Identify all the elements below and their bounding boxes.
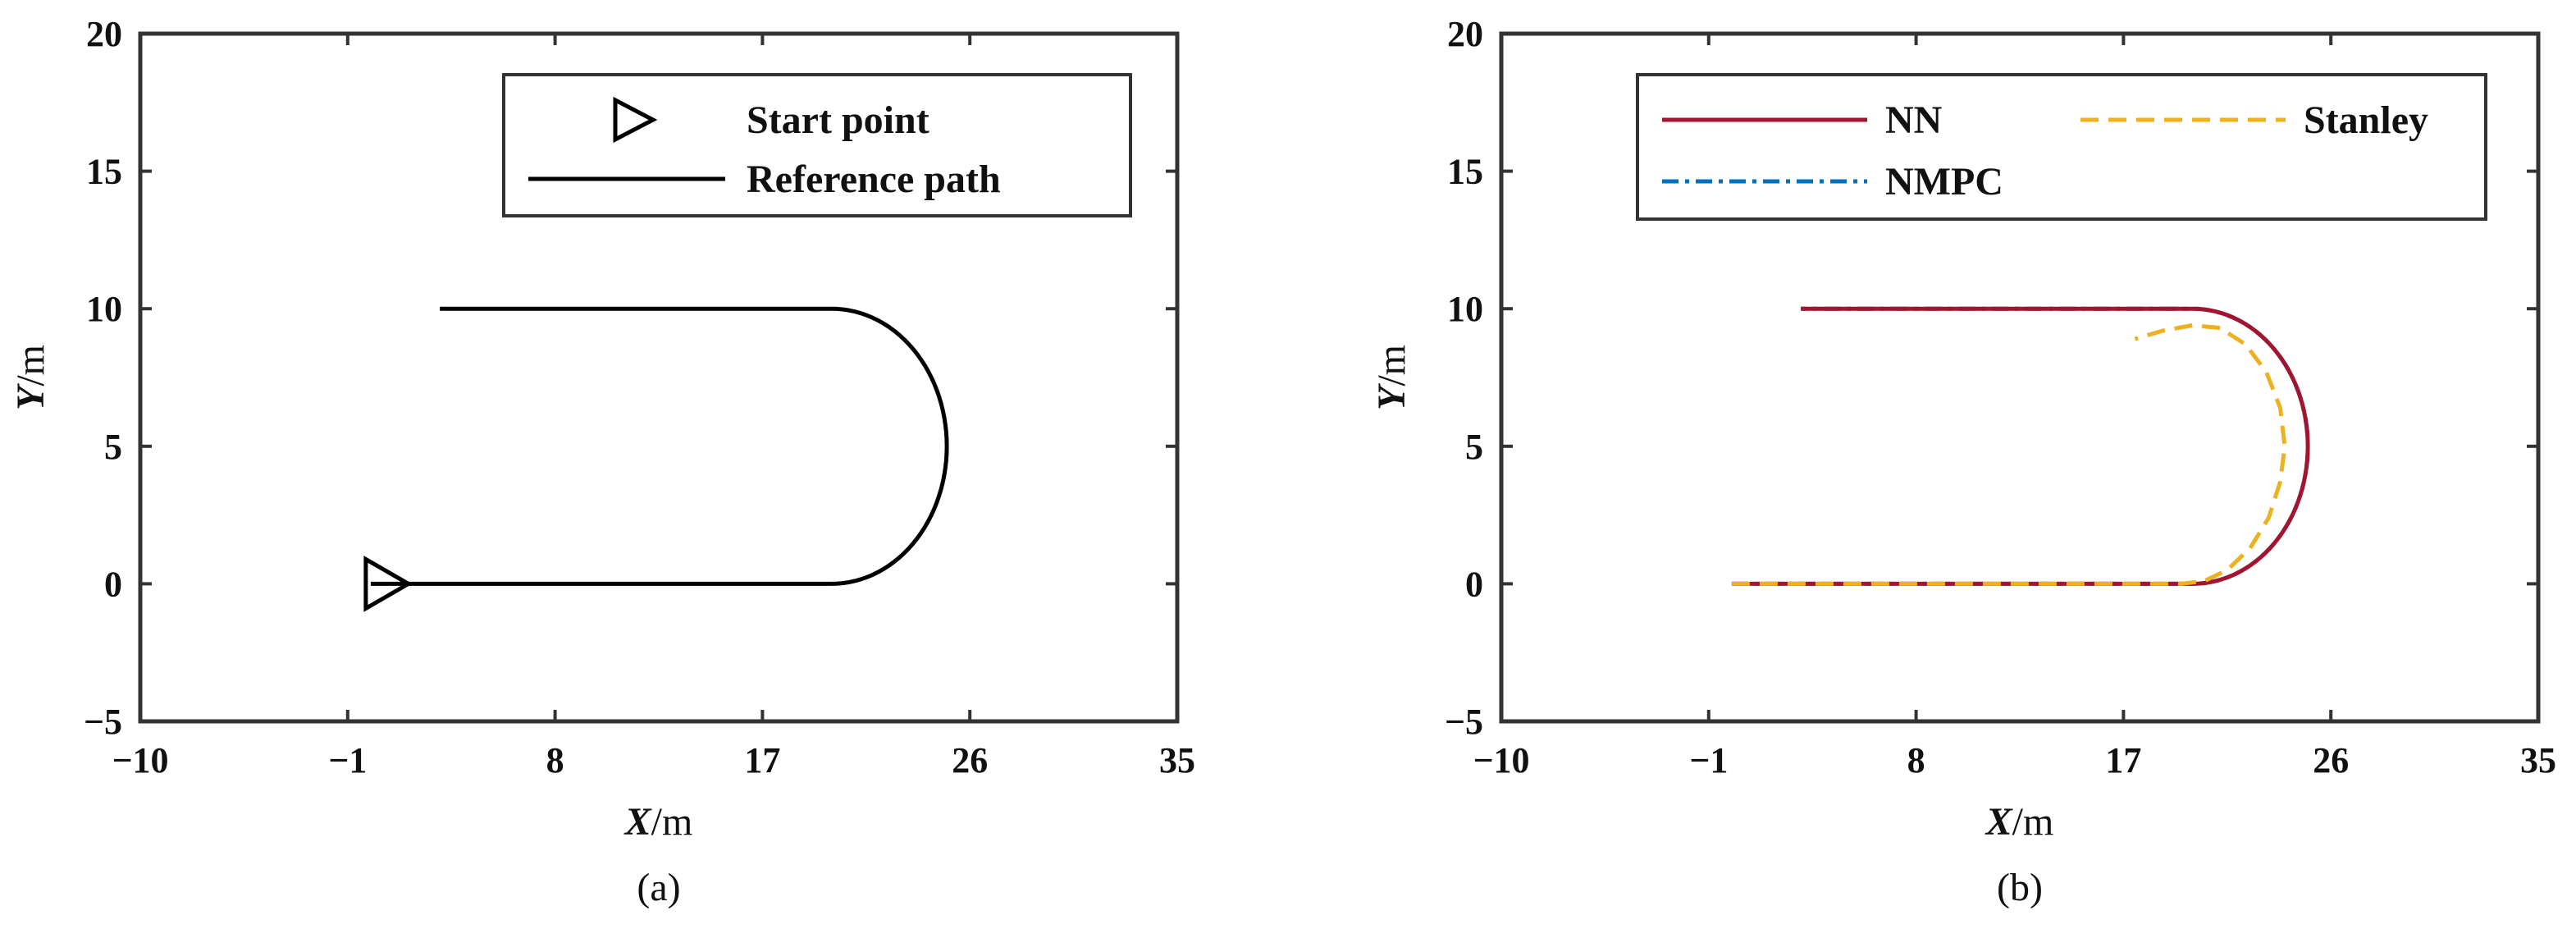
y-tick-label: 5	[104, 427, 122, 467]
panel-a: −10 −1 8 17 26 35 −5 0 5 10 15 20 X/m Y/m (a) Start…	[9, 14, 1195, 909]
panel-a-legend-box	[502, 73, 1132, 217]
series-nmpc-line	[1731, 306, 2310, 586]
panel-b-y-var: Y	[1370, 383, 1414, 410]
panel-a-x-var: X	[623, 800, 652, 844]
y-tick-label: 5	[1465, 427, 1483, 467]
x-tick-label: −1	[1689, 740, 1728, 780]
series-reference-path-line	[370, 306, 949, 586]
y-tick-label: −5	[84, 702, 122, 742]
panel-b-y-unit: /m	[1370, 345, 1414, 387]
legend-nmpc-label: NMPC	[1885, 160, 2003, 204]
x-tick-label: 26	[952, 740, 988, 780]
y-tick-label: 10	[1447, 289, 1483, 329]
x-tick-label: 17	[2105, 740, 2141, 780]
panel-a-y-axis-label: Y/m	[9, 345, 53, 410]
y-tick-label: 15	[1447, 152, 1483, 192]
panel-b-plot-layer	[1731, 306, 2310, 586]
x-tick-label: 26	[2313, 740, 2349, 780]
panel-a-caption: (a)	[637, 866, 680, 909]
series-nn-line	[1731, 306, 2310, 586]
series-stanley-line	[1731, 323, 2287, 586]
y-tick-label: 0	[104, 564, 122, 604]
panel-b-caption: (b)	[1997, 866, 2043, 909]
panel-a-y-var: Y	[9, 383, 53, 410]
start-point-marker	[363, 556, 413, 612]
legend-nn-label: NN	[1885, 98, 1943, 142]
x-tick-label: 8	[546, 740, 564, 780]
y-tick-label: 20	[86, 14, 122, 54]
panel-a-y-unit: /m	[9, 345, 53, 387]
panel-a-x-unit: /m	[651, 800, 693, 844]
panel-b-axes-frame	[1499, 31, 2541, 724]
x-tick-label: −10	[1473, 740, 1529, 780]
panel-b: −10 −1 8 17 26 35 −5 0 5 10 15 20 X/m Y/m (b) NN St…	[1370, 14, 2556, 909]
x-tick-label: −10	[112, 740, 168, 780]
panel-a-legend: Start point Reference path	[502, 73, 1132, 217]
panel-a-axes-frame	[138, 31, 1180, 724]
x-tick-label: 35	[1159, 740, 1195, 780]
legend-reference-path-label: Reference path	[747, 158, 1001, 201]
panel-b-x-unit: /m	[2012, 800, 2054, 844]
panel-b-x-axis-label: X/m	[1985, 800, 2054, 844]
panel-b-y-axis-label: Y/m	[1370, 345, 1414, 410]
y-tick-label: 0	[1465, 564, 1483, 604]
y-tick-label: 15	[86, 152, 122, 192]
x-tick-label: −1	[328, 740, 367, 780]
y-tick-label: −5	[1445, 702, 1483, 742]
y-tick-label: 20	[1447, 14, 1483, 54]
x-tick-label: 8	[1907, 740, 1925, 780]
panel-a-plot-layer	[363, 306, 949, 612]
panel-b-legend-box	[1636, 73, 2487, 221]
legend-stanley-label: Stanley	[2304, 98, 2428, 142]
panel-b-x-var: X	[1985, 800, 2013, 844]
legend-start-point-marker	[613, 96, 658, 144]
legend-start-point-label: Start point	[747, 98, 929, 142]
panel-a-ticks: −10 −1 8 17 26 35 −5 0 5 10 15 20	[84, 14, 1195, 780]
panel-b-legend: NN Stanley NMPC	[1636, 73, 2487, 221]
x-tick-label: 35	[2520, 740, 2556, 780]
panel-a-x-axis-label: X/m	[623, 800, 693, 844]
panel-b-ticks: −10 −1 8 17 26 35 −5 0 5 10 15 20	[1445, 14, 2556, 780]
x-tick-label: 17	[744, 740, 780, 780]
y-tick-label: 10	[86, 289, 122, 329]
